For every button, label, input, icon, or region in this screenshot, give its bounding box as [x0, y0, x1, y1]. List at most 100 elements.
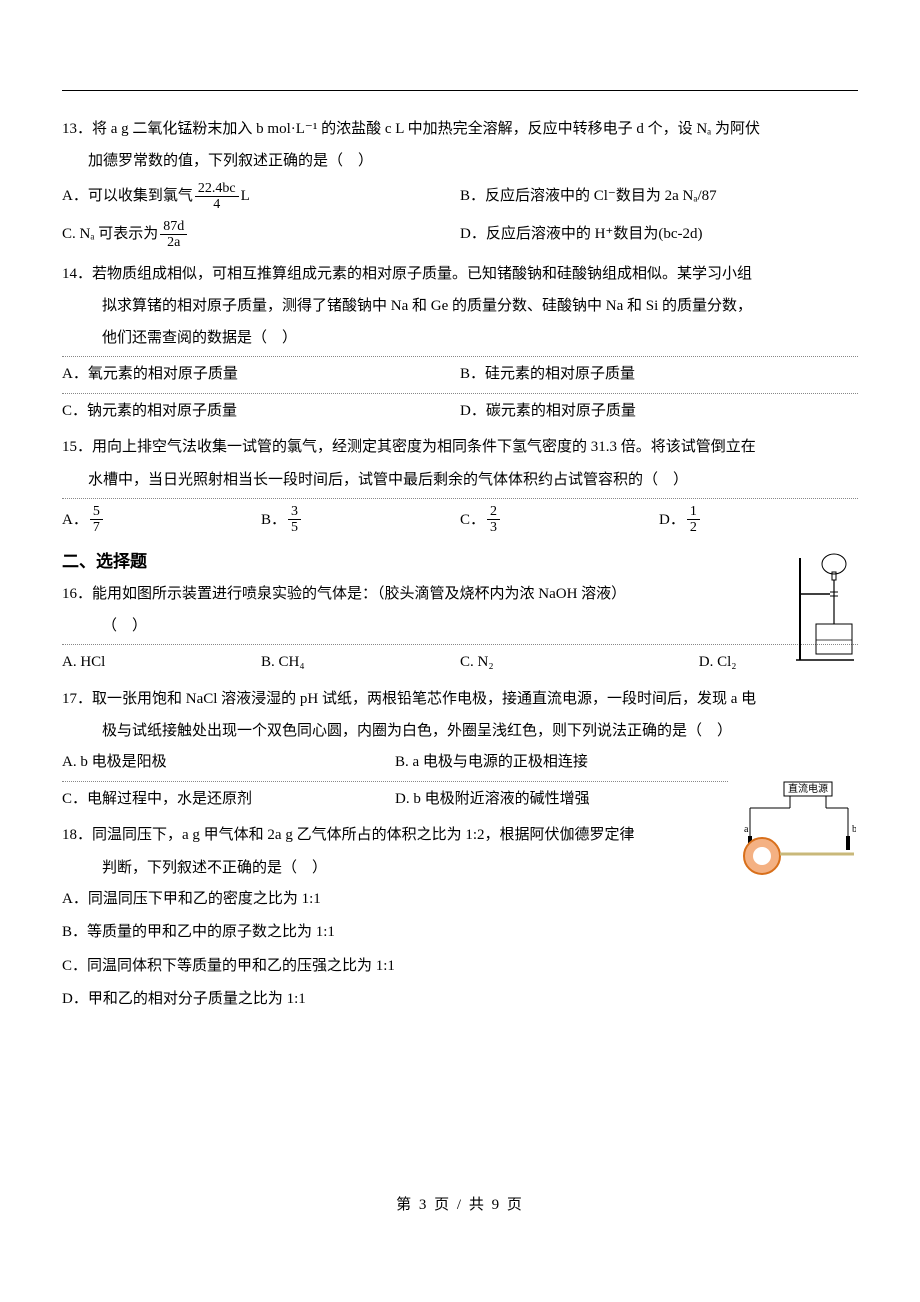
q13-number: 13． — [62, 121, 92, 137]
q15-option-b: B． 3 5 — [261, 501, 460, 539]
q18-option-d: D．甲和乙的相对分子质量之比为 1:1 — [62, 984, 858, 1016]
dotted-separator — [62, 644, 858, 645]
q17-number: 17． — [62, 691, 92, 707]
q13-c-den: 2a — [160, 235, 187, 250]
q13-option-d: D．反应后溶液中的 H⁺数目为(bc-2d) — [460, 216, 858, 254]
q15-options: A． 5 7 B． 3 5 C． 2 3 D． 1 2 — [62, 501, 858, 539]
q13-a-suffix: L — [241, 186, 250, 206]
q17-option-d: D. b 电极附近溶液的碱性增强 — [395, 784, 728, 816]
question-17: 17．取一张用饱和 NaCl 溶液浸湿的 pH 试纸，两根铅笔芯作电极，接通直流… — [62, 683, 858, 816]
section-2-header: 二、选择题 — [62, 547, 858, 572]
q18-line2: 判断，下列叙述不正确的是（ ） — [62, 852, 858, 884]
q15-option-c: C． 2 3 — [460, 501, 659, 539]
q14-line2: 拟求算锗的相对原子质量，测得了锗酸钠中 Na 和 Ge 的质量分数、硅酸钠中 N… — [62, 290, 858, 322]
q15-c-num: 2 — [487, 504, 500, 520]
dotted-separator — [62, 356, 858, 357]
q14-option-d: D．碳元素的相对原子质量 — [460, 396, 858, 428]
q13-option-b: B．反应后溶液中的 Cl⁻数目为 2a Nₐ/87 — [460, 178, 858, 216]
page-footer: 第 3 页 / 共 9 页 — [0, 1193, 920, 1214]
q14-number: 14． — [62, 266, 92, 282]
q18-text1: 同温同压下，a g 甲气体和 2a g 乙气体所占的体积之比为 1:2，根据阿伏… — [92, 827, 635, 843]
q14-options-row1: A．氧元素的相对原子质量 B．硅元素的相对原子质量 — [62, 359, 858, 391]
q15-line2: 水槽中，当日光照射相当长一段时间后，试管中最后剩余的气体体积约占试管容积的（ ） — [62, 464, 858, 496]
q18-options: A．同温同压下甲和乙的密度之比为 1:1 B．等质量的甲和乙中的原子数之比为 1… — [62, 884, 858, 1018]
q16-option-b: B. CH₄ — [261, 647, 460, 679]
question-13: 13．将 a g 二氧化锰粉末加入 b mol·L⁻¹ 的浓盐酸 c L 中加热… — [62, 113, 858, 254]
q17-option-b: B. a 电极与电源的正极相连接 — [395, 747, 728, 779]
q18-number: 18． — [62, 827, 92, 843]
q15-b-den: 5 — [288, 520, 301, 535]
q13-options-row1: A．可以收集到氯气 22.4bc 4 L B．反应后溶液中的 Cl⁻数目为 2a… — [62, 178, 858, 216]
q15-d-prefix: D． — [659, 510, 685, 530]
q16-apparatus-figure — [786, 552, 856, 662]
q17-option-c: C．电解过程中，水是还原剂 — [62, 784, 395, 816]
dotted-separator — [62, 498, 858, 499]
q13-a-fraction: 22.4bc 4 — [193, 181, 241, 213]
q14-line3: 他们还需查阅的数据是（ ） — [62, 322, 858, 354]
q15-b-fraction: 3 5 — [286, 504, 303, 536]
q16-text1: 能用如图所示装置进行喷泉实验的气体是：（胶头滴管及烧杯内为浓 NaOH 溶液） — [92, 586, 626, 602]
q16-number: 16． — [62, 586, 92, 602]
q14-option-c: C．钠元素的相对原子质量 — [62, 396, 460, 428]
q14-text1: 若物质组成相似，可相互推算组成元素的相对原子质量。已知锗酸钠和硅酸钠组成相似。某… — [92, 266, 752, 282]
q13-line2: 加德罗常数的值，下列叙述正确的是（ ） — [62, 145, 858, 177]
q13-line1: 13．将 a g 二氧化锰粉末加入 b mol·L⁻¹ 的浓盐酸 c L 中加热… — [62, 113, 858, 145]
q15-c-fraction: 2 3 — [485, 504, 502, 536]
q15-line1: 15．用向上排空气法收集一试管的氯气，经测定其密度为相同条件下氢气密度的 31.… — [62, 431, 858, 463]
q16-option-a: A. HCl — [62, 647, 261, 679]
q15-option-d: D． 1 2 — [659, 501, 858, 539]
q17-options-row1: A. b 电极是阳极 B. a 电极与电源的正极相连接 — [62, 747, 858, 779]
q18-line1: 18．同温同压下，a g 甲气体和 2a g 乙气体所占的体积之比为 1:2，根… — [62, 819, 858, 851]
q14-option-b: B．硅元素的相对原子质量 — [460, 359, 858, 391]
q16-line1: 16．能用如图所示装置进行喷泉实验的气体是：（胶头滴管及烧杯内为浓 NaOH 溶… — [62, 578, 772, 610]
q13-options-row2: C. Nₐ 可表示为 87d 2a D．反应后溶液中的 H⁺数目为(bc-2d) — [62, 216, 858, 254]
q13-a-prefix: A．可以收集到氯气 — [62, 186, 193, 206]
q14-line1: 14．若物质组成相似，可相互推算组成元素的相对原子质量。已知锗酸钠和硅酸钠组成相… — [62, 258, 858, 290]
q13-text1: 将 a g 二氧化锰粉末加入 b mol·L⁻¹ 的浓盐酸 c L 中加热完全溶… — [92, 121, 760, 137]
fig17-label: 直流电源 — [788, 782, 828, 795]
q15-text1: 用向上排空气法收集一试管的氯气，经测定其密度为相同条件下氢气密度的 31.3 倍… — [92, 439, 756, 455]
q18-option-a: A．同温同压下甲和乙的密度之比为 1:1 — [62, 884, 858, 916]
question-16: 16．能用如图所示装置进行喷泉实验的气体是：（胶头滴管及烧杯内为浓 NaOH 溶… — [62, 578, 858, 679]
q13-c-fraction: 87d 2a — [158, 219, 189, 251]
question-18: 18．同温同压下，a g 甲气体和 2a g 乙气体所占的体积之比为 1:2，根… — [62, 819, 858, 1018]
q16-options: A. HCl B. CH₄ C. N₂ D. Cl₂ — [62, 647, 858, 679]
q13-option-a: A．可以收集到氯气 22.4bc 4 L — [62, 178, 460, 216]
dotted-separator — [62, 393, 858, 394]
q15-b-prefix: B． — [261, 510, 286, 530]
q17-text1: 取一张用饱和 NaCl 溶液浸湿的 pH 试纸，两根铅笔芯作电极，接通直流电源，… — [92, 691, 756, 707]
q18-option-c: C．同温同体积下等质量的甲和乙的压强之比为 1:1 — [62, 951, 858, 983]
q17-options-row2: C．电解过程中，水是还原剂 D. b 电极附近溶液的碱性增强 — [62, 784, 858, 816]
q16-option-c: C. N₂ — [460, 647, 699, 679]
question-14: 14．若物质组成相似，可相互推算组成元素的相对原子质量。已知锗酸钠和硅酸钠组成相… — [62, 258, 858, 428]
content-top-rule — [62, 90, 858, 91]
q17-option-a: A. b 电极是阳极 — [62, 747, 395, 779]
question-15: 15．用向上排空气法收集一试管的氯气，经测定其密度为相同条件下氢气密度的 31.… — [62, 431, 858, 539]
q15-a-den: 7 — [90, 520, 103, 535]
svg-text:a: a — [744, 824, 749, 835]
q15-a-fraction: 5 7 — [88, 504, 105, 536]
q15-c-prefix: C． — [460, 510, 485, 530]
q15-d-den: 2 — [687, 520, 700, 535]
q17-line1: 17．取一张用饱和 NaCl 溶液浸湿的 pH 试纸，两根铅笔芯作电极，接通直流… — [62, 683, 858, 715]
q15-a-num: 5 — [90, 504, 103, 520]
svg-text:b: b — [852, 824, 856, 835]
q15-c-den: 3 — [487, 520, 500, 535]
q15-d-fraction: 1 2 — [685, 504, 702, 536]
q15-a-prefix: A． — [62, 510, 88, 530]
q13-a-num: 22.4bc — [195, 181, 239, 197]
q14-options-row2: C．钠元素的相对原子质量 D．碳元素的相对原子质量 — [62, 396, 858, 428]
q15-option-a: A． 5 7 — [62, 501, 261, 539]
q15-number: 15． — [62, 439, 92, 455]
dotted-separator — [62, 781, 728, 782]
q18-option-b: B．等质量的甲和乙中的原子数之比为 1:1 — [62, 917, 858, 949]
q13-a-den: 4 — [195, 197, 239, 212]
q17-line2: 极与试纸接触处出现一个双色同心圆，内圈为白色，外圈呈浅红色，则下列说法正确的是（… — [62, 715, 858, 747]
q13-c-num: 87d — [160, 219, 187, 235]
q13-option-c: C. Nₐ 可表示为 87d 2a — [62, 216, 460, 254]
q14-option-a: A．氧元素的相对原子质量 — [62, 359, 460, 391]
q15-d-num: 1 — [687, 504, 700, 520]
q17-electrolysis-figure: 直流电源 a b — [740, 778, 856, 876]
q15-b-num: 3 — [288, 504, 301, 520]
q16-line2: （ ） — [62, 610, 772, 642]
